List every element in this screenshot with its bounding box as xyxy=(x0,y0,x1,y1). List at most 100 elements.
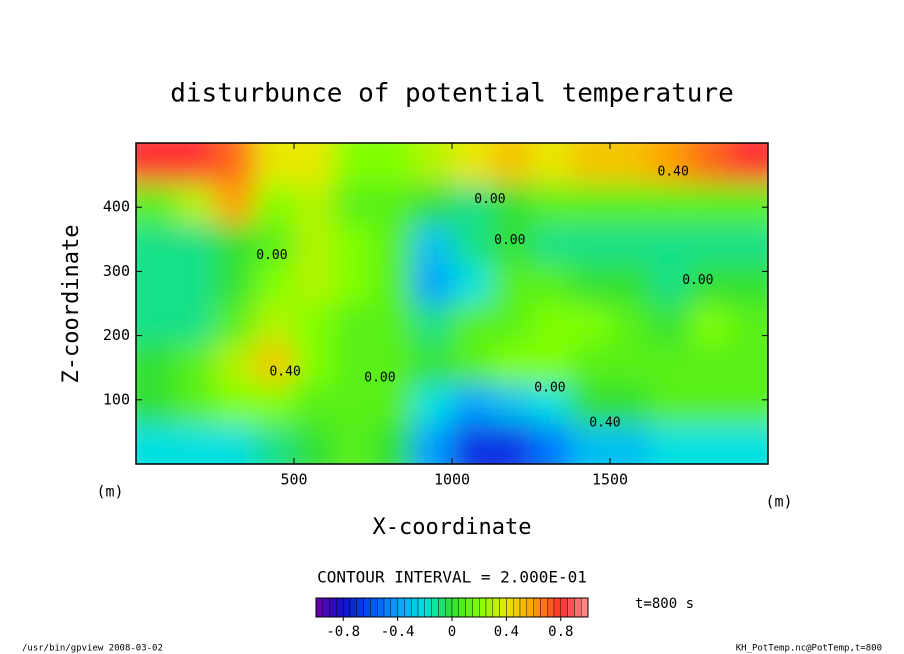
colorbar-box xyxy=(567,597,575,618)
field-cell xyxy=(649,383,690,425)
field-cell xyxy=(333,343,374,385)
field-cell xyxy=(728,143,768,184)
field-cell xyxy=(452,223,492,264)
field-cell xyxy=(491,223,532,264)
field-cell xyxy=(452,183,492,224)
colorbar-box xyxy=(356,597,364,618)
field-cell xyxy=(175,223,216,264)
colorbar-box xyxy=(492,597,500,618)
field-cell xyxy=(294,263,334,304)
field-cell xyxy=(254,423,295,464)
field-cell xyxy=(531,303,571,345)
field-cell xyxy=(531,143,571,184)
y-tick-label: 200 xyxy=(103,326,130,344)
field-cell xyxy=(215,183,255,224)
field-cell xyxy=(610,303,650,345)
x-unit: (m) xyxy=(765,493,792,511)
contour-label: 0.00 xyxy=(494,233,525,248)
colorbar-box xyxy=(417,597,426,618)
colorbar-box xyxy=(560,597,568,618)
field-cell xyxy=(491,423,532,464)
field-cell xyxy=(412,183,453,224)
field-cell xyxy=(294,383,334,425)
field-cell xyxy=(728,343,768,385)
colorbar-tick-label: 0 xyxy=(448,624,456,640)
y-axis-label: Z-coordinate xyxy=(59,225,84,384)
field-cell xyxy=(689,143,729,184)
field-cell xyxy=(689,263,729,304)
field-cell xyxy=(649,303,690,345)
colorbar-box xyxy=(553,597,562,618)
colorbar-box xyxy=(438,597,446,618)
field-cell xyxy=(452,143,492,184)
field-cell xyxy=(373,183,413,224)
colorbar-box xyxy=(424,597,432,618)
colorbar-box xyxy=(445,597,453,618)
field-cell xyxy=(175,383,216,425)
colorbar-tick-label: 0.8 xyxy=(548,624,573,640)
colorbar-box xyxy=(397,597,405,618)
field-cell xyxy=(689,423,729,464)
field-cell xyxy=(333,303,374,345)
field-cell xyxy=(136,183,176,224)
contour-label: 0.00 xyxy=(474,192,505,207)
field-cell xyxy=(373,303,413,345)
colorbar-tick-label: -0.4 xyxy=(381,624,415,640)
field-cell xyxy=(215,263,255,304)
field-cell xyxy=(294,303,334,345)
field-cell xyxy=(254,383,295,425)
colorbar-box xyxy=(465,597,473,618)
field-cell xyxy=(136,263,176,304)
colorbar-box xyxy=(519,597,528,618)
field-cell xyxy=(412,303,453,345)
field-cell xyxy=(610,343,650,385)
field-cell xyxy=(452,303,492,345)
field-cell xyxy=(333,143,374,184)
colorbar-box xyxy=(574,597,582,618)
field-cell xyxy=(215,343,255,385)
colorbar-box xyxy=(377,597,385,618)
field-cell xyxy=(215,223,255,264)
field-cell xyxy=(649,223,690,264)
y-unit: (m) xyxy=(96,483,123,501)
field-cell xyxy=(649,423,690,464)
x-tick-label: 1000 xyxy=(434,471,470,489)
field-cell xyxy=(412,423,453,464)
field-cell xyxy=(491,303,532,345)
field-cell xyxy=(531,423,571,464)
field-cell xyxy=(689,183,729,224)
contour-label: 0.40 xyxy=(658,164,689,179)
field-cell xyxy=(412,343,453,385)
field-cell xyxy=(689,383,729,425)
footer-left: /usr/bin/gpview 2008-03-02 xyxy=(22,644,163,654)
colorbar-box xyxy=(404,597,412,618)
field-cell xyxy=(254,223,295,264)
field-cell xyxy=(610,183,650,224)
colorbar-box xyxy=(458,597,466,618)
field-cell xyxy=(215,303,255,345)
field-cell xyxy=(728,423,768,464)
field-cell xyxy=(215,143,255,184)
field-cell xyxy=(412,383,453,425)
field-cell xyxy=(254,303,295,345)
field-cell xyxy=(649,343,690,385)
x-tick-label: 1500 xyxy=(592,471,628,489)
field-cell xyxy=(136,143,176,184)
field-cell xyxy=(294,183,334,224)
field-cell xyxy=(333,263,374,304)
colorbar-box xyxy=(329,597,337,618)
field-cell xyxy=(254,343,295,385)
field xyxy=(136,143,768,464)
field-cell xyxy=(175,423,216,464)
colorbar-tick-label: -0.8 xyxy=(326,624,360,640)
field-cell xyxy=(294,143,334,184)
colorbar-box xyxy=(390,597,398,618)
contour-label: 0.00 xyxy=(534,381,565,396)
field-cell xyxy=(610,143,650,184)
field-cell xyxy=(333,423,374,464)
field-cell xyxy=(136,343,176,385)
field-cell xyxy=(373,143,413,184)
field-cell xyxy=(728,263,768,304)
colorbar-box xyxy=(411,597,419,618)
field-cell xyxy=(531,263,571,304)
